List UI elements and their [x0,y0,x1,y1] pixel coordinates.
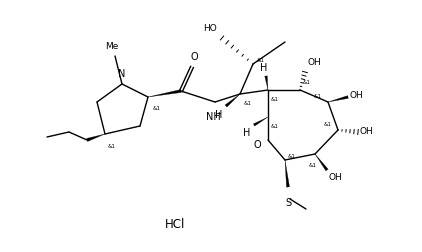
Text: O: O [253,139,261,149]
Text: H: H [215,110,222,119]
Text: N: N [118,69,126,79]
Text: Me: Me [106,42,119,51]
Text: OH: OH [308,58,322,67]
Polygon shape [328,96,348,103]
Polygon shape [315,154,328,171]
Text: &1: &1 [271,97,279,102]
Text: &1: &1 [153,106,161,111]
Polygon shape [285,160,289,187]
Polygon shape [265,77,268,91]
Text: HO: HO [203,24,217,33]
Text: &1: &1 [108,143,116,148]
Text: &1: &1 [324,121,332,127]
Text: &1: &1 [309,162,317,167]
Polygon shape [87,135,105,142]
Text: &1: &1 [271,123,279,129]
Text: HCl: HCl [165,218,185,231]
Text: OH: OH [360,126,374,135]
Text: &1: &1 [288,153,296,158]
Text: S: S [285,197,291,207]
Text: O: O [190,52,198,62]
Polygon shape [225,94,240,108]
Text: &1: &1 [244,101,252,106]
Text: NH: NH [206,112,220,121]
Polygon shape [148,90,181,98]
Polygon shape [253,117,268,127]
Text: &1: &1 [257,58,265,63]
Text: OH: OH [350,90,364,99]
Text: H: H [243,128,250,137]
Text: &1: &1 [314,94,322,99]
Text: H: H [260,63,268,73]
Text: OH: OH [329,172,343,181]
Text: &1: &1 [303,80,311,85]
